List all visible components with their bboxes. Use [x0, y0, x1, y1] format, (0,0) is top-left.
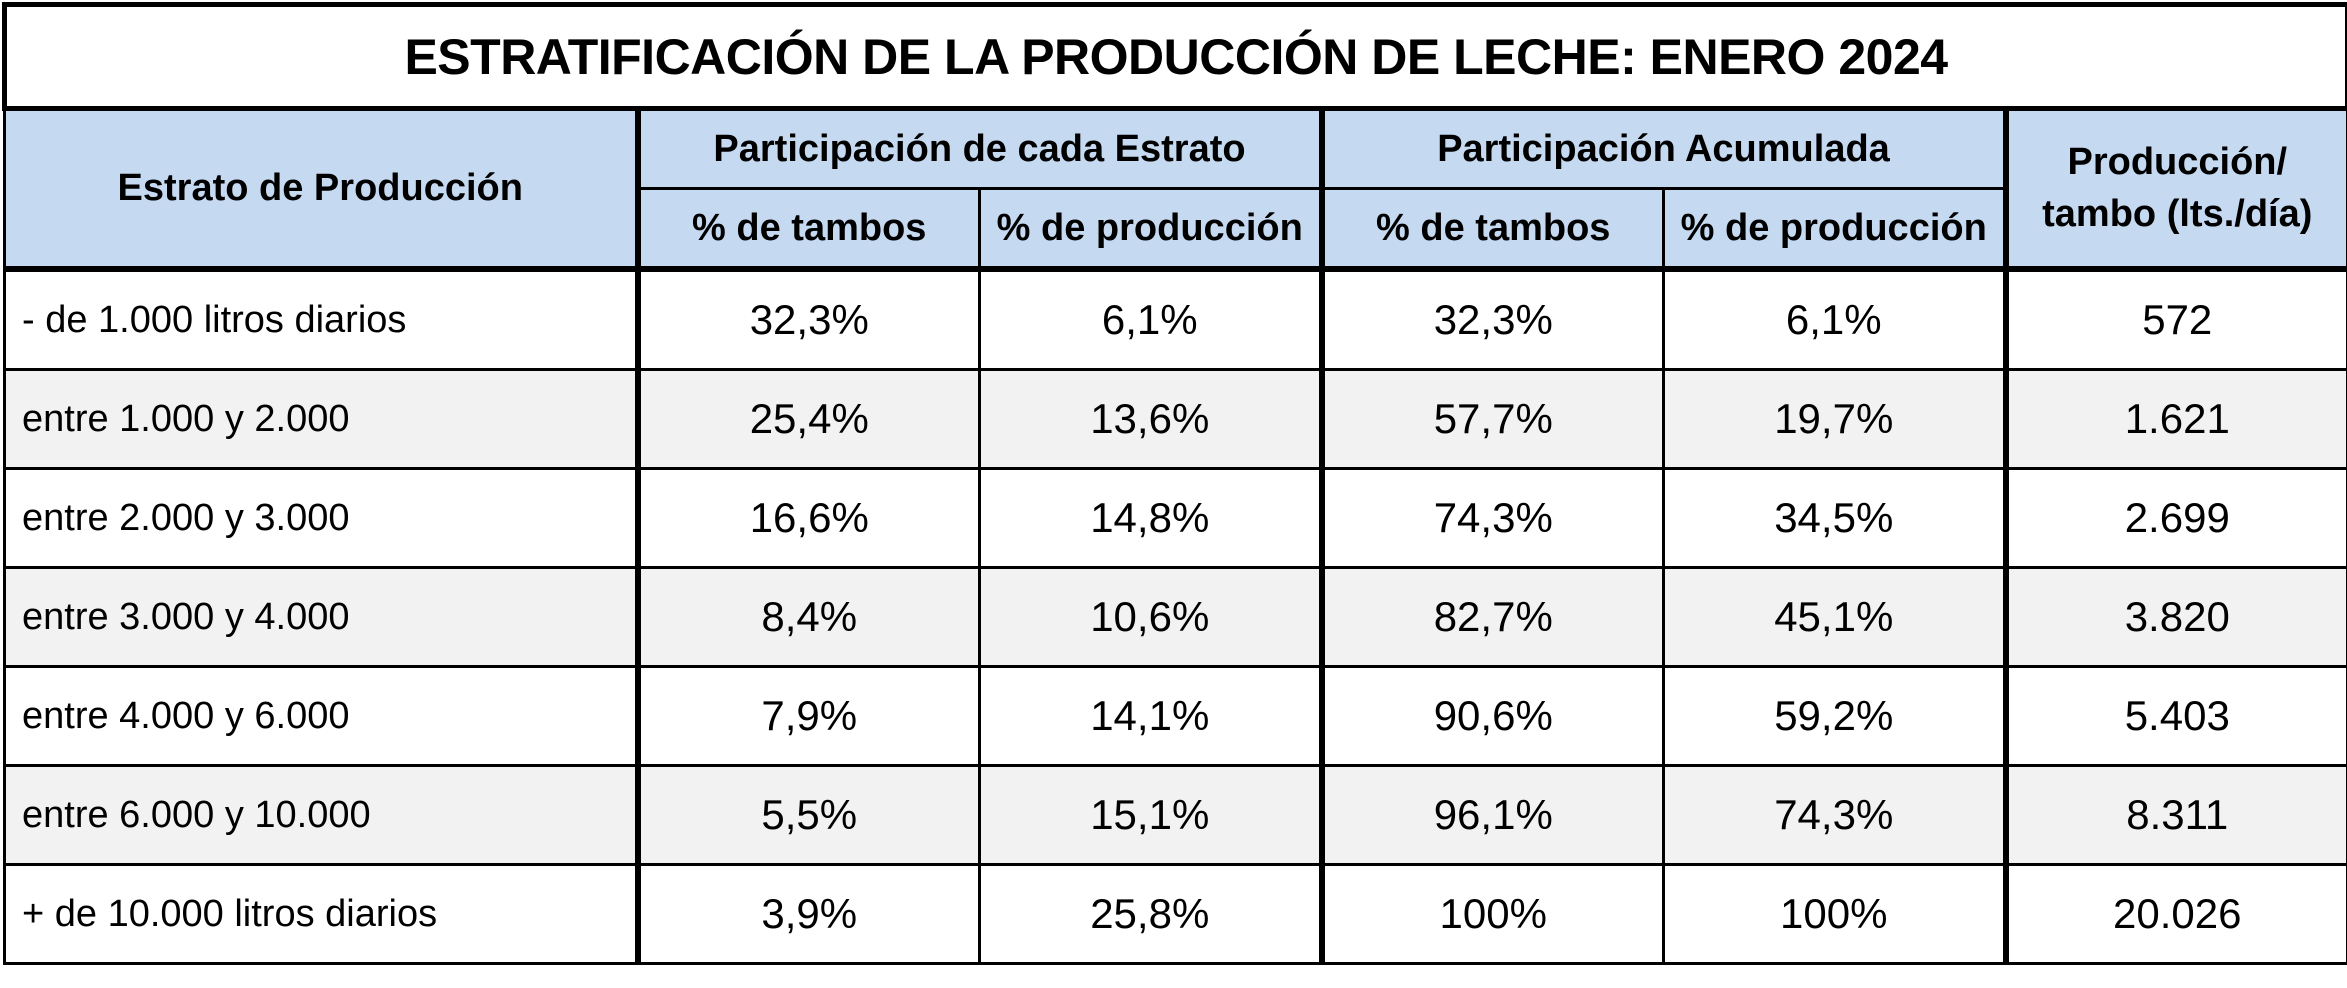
share-pct-tambos-cell: 16,6%	[636, 467, 981, 569]
production-per-farm-cell: 572	[2003, 266, 2347, 371]
share-pct-produccion-cell: 25,8%	[978, 863, 1325, 965]
production-per-farm-cell: 2.699	[2003, 467, 2347, 569]
share-pct-tambos-cell: 7,9%	[636, 665, 981, 767]
table-body: - de 1.000 litros diarios 32,3% 6,1% 32,3% 6…	[3, 266, 2347, 965]
share-pct-produccion-cell: 13,6%	[978, 368, 1325, 470]
production-per-farm-cell: 8.311	[2003, 764, 2347, 866]
table-title: ESTRATIFICACIÓN DE LA PRODUCCIÓN DE LECH…	[1, 2, 2347, 111]
header-group-share: Participación de cada Estrato	[636, 107, 1325, 190]
share-pct-tambos-cell: 25,4%	[636, 368, 981, 470]
header-stratum: Estrato de Producción	[3, 107, 641, 271]
header-share-pct-produccion: % de producción	[978, 187, 1325, 271]
cum-pct-tambos-cell: 96,1%	[1320, 764, 1665, 866]
cum-pct-produccion-cell: 19,7%	[1662, 368, 2009, 470]
stratum-cell: entre 6.000 y 10.000	[3, 764, 641, 866]
cum-pct-tambos-cell: 90,6%	[1320, 665, 1665, 767]
share-pct-tambos-cell: 3,9%	[636, 863, 981, 965]
milk-production-table: ESTRATIFICACIÓN DE LA PRODUCCIÓN DE LECH…	[1, 2, 2347, 965]
stratum-cell: - de 1.000 litros diarios	[3, 266, 641, 371]
share-pct-produccion-cell: 10,6%	[978, 566, 1325, 668]
cum-pct-tambos-cell: 100%	[1320, 863, 1665, 965]
stratum-cell: entre 3.000 y 4.000	[3, 566, 641, 668]
stratum-cell: entre 2.000 y 3.000	[3, 467, 641, 569]
share-pct-tambos-cell: 5,5%	[636, 764, 981, 866]
header-cum-pct-tambos: % de tambos	[1320, 187, 1665, 271]
table-row: + de 10.000 litros diarios 3,9% 25,8% 100% 1…	[3, 863, 2347, 965]
production-per-farm-cell: 20.026	[2003, 863, 2347, 965]
table-row: - de 1.000 litros diarios 32,3% 6,1% 32,3% 6…	[3, 266, 2347, 371]
table-row: entre 2.000 y 3.000 16,6% 14,8% 74,3% 34,5% 2…	[3, 467, 2347, 569]
header-production-line2: tambo (lts./día)	[2042, 192, 2313, 235]
cum-pct-tambos-cell: 32,3%	[1320, 266, 1665, 371]
table-row: entre 3.000 y 4.000 8,4% 10,6% 82,7% 45,1% 3.…	[3, 566, 2347, 668]
header-group-cumulative: Participación Acumulada	[1320, 107, 2009, 190]
share-pct-produccion-cell: 14,8%	[978, 467, 1325, 569]
cum-pct-produccion-cell: 45,1%	[1662, 566, 2009, 668]
header-cum-pct-produccion: % de producción	[1662, 187, 2009, 271]
share-pct-produccion-cell: 6,1%	[978, 266, 1325, 371]
stratum-cell: entre 4.000 y 6.000	[3, 665, 641, 767]
cum-pct-produccion-cell: 34,5%	[1662, 467, 2009, 569]
cum-pct-produccion-cell: 59,2%	[1662, 665, 2009, 767]
cum-pct-tambos-cell: 57,7%	[1320, 368, 1665, 470]
production-per-farm-cell: 3.820	[2003, 566, 2347, 668]
share-pct-tambos-cell: 8,4%	[636, 566, 981, 668]
stratum-cell: entre 1.000 y 2.000	[3, 368, 641, 470]
table-row: entre 6.000 y 10.000 5,5% 15,1% 96,1% 74,3% 8…	[3, 764, 2347, 866]
cum-pct-tambos-cell: 82,7%	[1320, 566, 1665, 668]
cum-pct-tambos-cell: 74,3%	[1320, 467, 1665, 569]
stratum-cell: + de 10.000 litros diarios	[3, 863, 641, 965]
cum-pct-produccion-cell: 74,3%	[1662, 764, 2009, 866]
header-production-per-farm: Producción/ tambo (lts./día)	[2003, 107, 2347, 271]
production-per-farm-cell: 5.403	[2003, 665, 2347, 767]
production-per-farm-cell: 1.621	[2003, 368, 2347, 470]
share-pct-produccion-cell: 15,1%	[978, 764, 1325, 866]
table-row: entre 1.000 y 2.000 25,4% 13,6% 57,7% 19,7% 1…	[3, 368, 2347, 470]
cum-pct-produccion-cell: 100%	[1662, 863, 2009, 965]
header-production-line1: Producción/	[2067, 141, 2288, 184]
header-share-pct-tambos: % de tambos	[636, 187, 981, 271]
cum-pct-produccion-cell: 6,1%	[1662, 266, 2009, 371]
share-pct-produccion-cell: 14,1%	[978, 665, 1325, 767]
share-pct-tambos-cell: 32,3%	[636, 266, 981, 371]
table-row: entre 4.000 y 6.000 7,9% 14,1% 90,6% 59,2% 5.…	[3, 665, 2347, 767]
